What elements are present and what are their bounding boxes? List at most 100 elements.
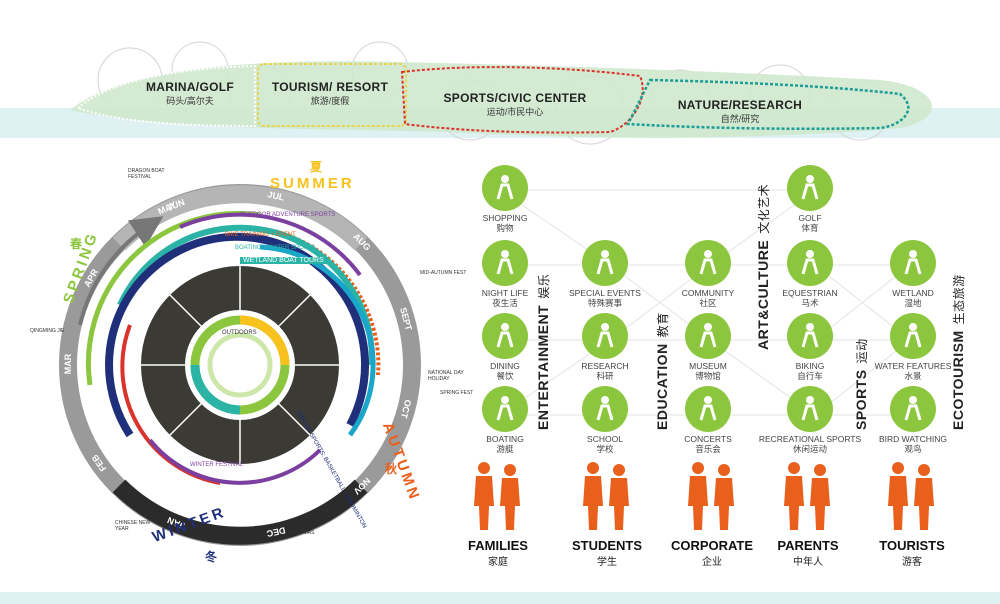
special-events-icon (582, 240, 628, 286)
event-qingming: QINGMING JIE (30, 328, 65, 334)
event-national: NATIONAL DAY HOLIDAY (428, 370, 464, 382)
zone-title: MARINA/GOLF (146, 80, 234, 94)
activity-name: GOLF (798, 213, 822, 223)
activity-label: BOATING 游艇 (445, 434, 565, 454)
activity-name-cn: 学校 (596, 444, 614, 454)
night-life-icon (482, 240, 528, 286)
boating-icon (482, 386, 528, 432)
program-boating: BOATING + WATER SPORTS (235, 245, 316, 251)
activity-label: GOLF 体育 (750, 213, 870, 233)
user-group: CORPORATE 企业 (652, 538, 772, 568)
activity-label: RECREATIONAL SPORTS 休闲运动 (750, 434, 870, 454)
group-name-cn: 家庭 (488, 557, 508, 568)
event-chinese-new-year: CHINESE NEW YEAR (115, 520, 151, 532)
activity-name-cn: 湿地 (904, 298, 922, 308)
activity-name: SCHOOL (587, 434, 623, 444)
activity-name: EQUESTRIAN (782, 288, 838, 298)
season-label: SUMMER (270, 175, 355, 192)
category-sports: SPORTS 运动 (853, 338, 870, 430)
program-bike: BIKE TRAINING + EVENT (225, 232, 296, 238)
activity-name: COMMUNITY (681, 288, 735, 298)
activity-name: BOATING (486, 434, 524, 444)
category-label: EDUCATION (654, 343, 670, 430)
activity-name: MUSEUM (689, 361, 727, 371)
group-name-cn: 企业 (702, 557, 722, 568)
bird-watching-icon (890, 386, 936, 432)
zone-subtitle: 码头/高尔夫 (166, 96, 214, 106)
activity-name-cn: 购物 (496, 223, 514, 233)
program-outdoors: OUTDOORS (222, 330, 257, 336)
season-summer-cn: 夏 (310, 160, 326, 174)
equestrian-icon (787, 240, 833, 286)
user-group: FAMILIES 家庭 (438, 538, 558, 568)
category-art-culture: ART&CULTURE 文化艺术 (755, 184, 772, 350)
activity-label: SHOPPING 购物 (445, 213, 565, 233)
activity-name: WATER FEATURES (874, 361, 952, 371)
month-label: MAR (63, 353, 73, 375)
zone-nature-research: NATURE/RESEARCH 自然/研究 (670, 98, 810, 125)
category-entertainment: ENTERTAINMENT 娱乐 (535, 274, 552, 430)
activity-name: RECREATIONAL SPORTS (758, 434, 862, 444)
activity-name-cn: 游艇 (496, 444, 514, 454)
activity-label: COMMUNITY 社区 (648, 288, 768, 308)
activity-label: SCHOOL 学校 (545, 434, 665, 454)
category-label-cn: 运动 (855, 338, 869, 364)
activity-name-cn: 马术 (801, 298, 819, 308)
wetland-icon (890, 240, 936, 286)
zone-marina-golf: MARINA/GOLF 码头/高尔夫 (140, 80, 240, 107)
activity-name-cn: 餐饮 (496, 371, 514, 381)
recreational-sports-icon (787, 386, 833, 432)
activity-name: NIGHT LIFE (481, 288, 529, 298)
group-figures-icon (776, 460, 840, 530)
site-plan-strip (0, 0, 1000, 160)
category-education: EDUCATION 教育 (654, 312, 671, 430)
museum-icon (685, 313, 731, 359)
activity-name-cn: 博物馆 (695, 371, 721, 381)
activity-name: BIRD WATCHING (879, 434, 947, 444)
season-winter-cn: 冬 (205, 550, 221, 564)
activity-label: RESEARCH 科研 (545, 361, 665, 381)
user-group: TOURISTS 游客 (852, 538, 972, 568)
group-name: PARENTS (777, 538, 839, 553)
group-name: STUDENTS (571, 538, 643, 553)
shopping-icon (482, 165, 528, 211)
user-group: STUDENTS 学生 (547, 538, 667, 568)
category-label: ENTERTAINMENT (535, 304, 551, 430)
activity-name-cn: 休闲运动 (792, 444, 827, 454)
activity-label: EQUESTRIAN 马术 (750, 288, 870, 308)
season-autumn-cn: 秋 (385, 462, 401, 476)
group-figures-icon (466, 460, 530, 530)
activity-name-cn: 夜生活 (492, 298, 518, 308)
group-name: TOURISTS (879, 538, 945, 553)
zone-tourism-resort: TOURISM/ RESORT 旅游/度假 (270, 80, 390, 107)
activity-label: WATER FEATURES 水景 (853, 361, 973, 381)
dining-icon (482, 313, 528, 359)
activity-name-cn: 观鸟 (904, 444, 922, 454)
zone-subtitle: 运动/市民中心 (486, 107, 544, 117)
biking-icon (787, 313, 833, 359)
activity-label: DINING 餐饮 (445, 361, 565, 381)
community-icon (685, 240, 731, 286)
zone-title: SPORTS/CIVIC CENTER (443, 91, 587, 105)
category-label-cn: 教育 (656, 312, 670, 338)
activity-name-cn: 水景 (904, 371, 922, 381)
zone-subtitle: 旅游/度假 (310, 96, 350, 106)
zone-sports-civic: SPORTS/CIVIC CENTER 运动/市民中心 (440, 91, 590, 118)
event-christmas: CHRISTMAS (285, 530, 315, 536)
user-group: PARENTS 中年人 (748, 538, 868, 568)
research-icon (582, 313, 628, 359)
activity-label: CONCERTS 音乐会 (648, 434, 768, 454)
group-name-cn: 中年人 (793, 557, 823, 568)
category-label-cn: 文化艺术 (757, 183, 771, 234)
category-label: ART&CULTURE (755, 239, 771, 350)
zone-title: TOURISM/ RESORT (271, 80, 389, 94)
activity-label: WETLAND 湿地 (853, 288, 973, 308)
activity-label: BIRD WATCHING 观鸟 (853, 434, 973, 454)
group-name-cn: 游客 (902, 557, 922, 568)
activity-name: BIKING (795, 361, 825, 371)
activity-name-cn: 科研 (596, 371, 614, 381)
event-mid-autumn: MID-AUTUMN FEST (420, 270, 467, 276)
activity-name: SHOPPING (482, 213, 528, 223)
group-figures-icon (880, 460, 944, 530)
activity-name: SPECIAL EVENTS (569, 288, 641, 298)
